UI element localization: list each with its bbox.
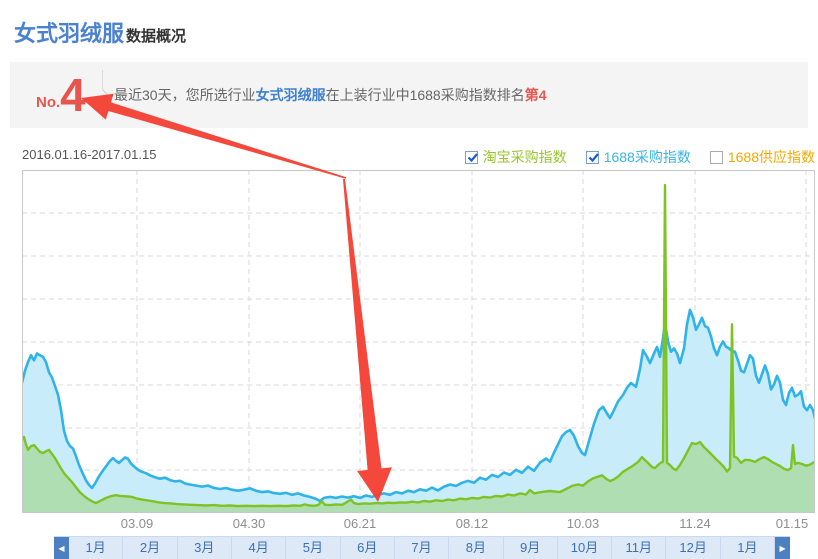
legend-item-1[interactable]: 淘宝采购指数 — [464, 147, 567, 167]
area-chart[interactable] — [22, 170, 815, 513]
industry-link[interactable]: 女式羽绒服 — [255, 87, 326, 103]
legend-item-2[interactable]: 1688采购指数 — [585, 147, 691, 167]
legend-label: 淘宝采购指数 — [482, 149, 567, 165]
month-tab-12[interactable]: 12月 — [666, 537, 721, 559]
rank-description-part1: 最近30天，您所选行业 — [114, 87, 256, 103]
plot-border — [22, 170, 815, 513]
series-1688-purchase-area — [22, 309, 815, 513]
checkbox-checked-icon[interactable] — [585, 150, 599, 164]
x-axis-tick-label: 10.03 — [566, 516, 600, 531]
chart-plot-area[interactable] — [22, 170, 815, 513]
rank-description: 最近30天，您所选行业 女式羽绒服 在上装行业中1688采购指数排名 第4 — [114, 62, 547, 128]
prev-month-button[interactable]: ◀ — [54, 537, 69, 559]
page-title-suffix: 数据概况 — [126, 28, 187, 45]
rank-banner: No. 4 最近30天，您所选行业 女式羽绒服 在上装行业中1688采购指数排名 第4 — [10, 62, 808, 128]
month-tab-10[interactable]: 10月 — [557, 537, 613, 559]
month-pagination: ◀ 1月 2月 3月 4月 5月 6月 7月 8月 9月 10月 11月 12月 1月 ▶ — [54, 536, 791, 559]
legend-label: 1688采购指数 — [603, 149, 691, 165]
checkbox-unchecked-icon[interactable] — [709, 150, 723, 164]
rank-description-part2: 在上装行业中1688采购指数排名 — [325, 87, 525, 103]
chevron-right-icon — [97, 89, 109, 101]
x-axis-tick-label: 06.21 — [343, 516, 377, 531]
month-tab-1[interactable]: 1月 — [69, 537, 124, 559]
legend-label: 1688供应指数 — [727, 149, 815, 165]
date-range-label: 2016.01.16-2017.01.15 — [22, 147, 157, 162]
checkbox-checked-icon[interactable] — [464, 150, 478, 164]
rank-number: 4 — [60, 69, 86, 121]
chart-legend: 淘宝采购指数 1688采购指数 1688供应指数 — [464, 147, 815, 167]
month-tab-7[interactable]: 7月 — [394, 537, 450, 559]
rank-prefix: No. — [36, 93, 61, 111]
series-taobao-purchase-area — [22, 185, 815, 513]
x-axis-tick-label: 01.15 — [775, 516, 809, 531]
month-tab-5[interactable]: 5月 — [286, 537, 341, 559]
series-1688-purchase-line — [22, 308, 815, 503]
month-tab-9[interactable]: 9月 — [503, 537, 558, 559]
month-tab-6[interactable]: 6月 — [340, 537, 395, 559]
x-axis-tick-label: 04.30 — [232, 516, 266, 531]
x-axis-labels: 03.09 04.30 06.21 08.12 10.03 11.24 01.15 — [0, 516, 818, 532]
month-tab-2[interactable]: 2月 — [123, 537, 178, 559]
x-axis-tick-label: 08.12 — [455, 516, 489, 531]
x-axis-tick-label: 03.09 — [120, 516, 154, 531]
month-tab-13[interactable]: 1月 — [720, 537, 776, 559]
legend-item-3[interactable]: 1688供应指数 — [709, 147, 815, 167]
rank-highlight: 第4 — [524, 87, 547, 103]
month-tab-11[interactable]: 11月 — [612, 537, 667, 559]
month-tab-4[interactable]: 4月 — [231, 537, 287, 559]
rank-badge: No. 4 — [36, 62, 86, 128]
industry-title: 女式羽绒服 — [14, 21, 125, 46]
series-taobao-purchase-line — [22, 183, 815, 508]
month-tab-3[interactable]: 3月 — [177, 537, 232, 559]
page-title: 女式羽绒服 数据概况 — [14, 16, 186, 48]
month-tab-8[interactable]: 8月 — [449, 537, 504, 559]
x-axis-tick-label: 11.24 — [679, 516, 711, 531]
next-month-button[interactable]: ▶ — [775, 537, 791, 559]
